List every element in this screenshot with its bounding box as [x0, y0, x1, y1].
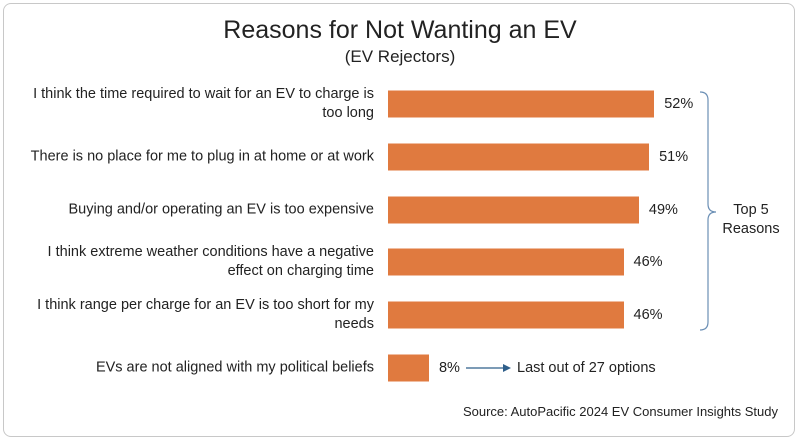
category-label: Buying and/or operating an EV is too exp… [68, 201, 374, 218]
value-label: 46% [633, 307, 663, 324]
annotation: Last out of 27 options [517, 360, 656, 376]
bar [388, 143, 650, 171]
bar [388, 90, 655, 118]
category-label: EVs are not aligned with my political be… [95, 359, 374, 376]
value-label: 8% [438, 360, 460, 376]
category-label: I think the time required to wait for an… [33, 86, 374, 121]
bar [388, 248, 624, 276]
chart-title: Reasons for Not Wanting an EV [223, 16, 577, 44]
bar [388, 301, 624, 329]
frame [3, 3, 795, 437]
annotation: Top 5 Reasons [722, 202, 780, 237]
value-label: 52% [664, 96, 694, 112]
value-label: 49% [648, 201, 678, 218]
value-label: 46% [633, 254, 663, 271]
bar [388, 196, 639, 224]
category-label: I think range per charge for an EV is to… [37, 297, 374, 333]
source: Source: AutoPacific 2024 EV Consumer Ins… [462, 404, 778, 419]
category-label: There is no place for me to plug in at h… [30, 148, 374, 165]
category-label: I think extreme weather conditions have … [47, 244, 374, 280]
value-label: 51% [659, 148, 689, 165]
brace [699, 91, 717, 331]
arrow-head [503, 364, 511, 372]
chart-subtitle: (EV Rejectors) [344, 47, 456, 66]
bar [388, 354, 429, 382]
